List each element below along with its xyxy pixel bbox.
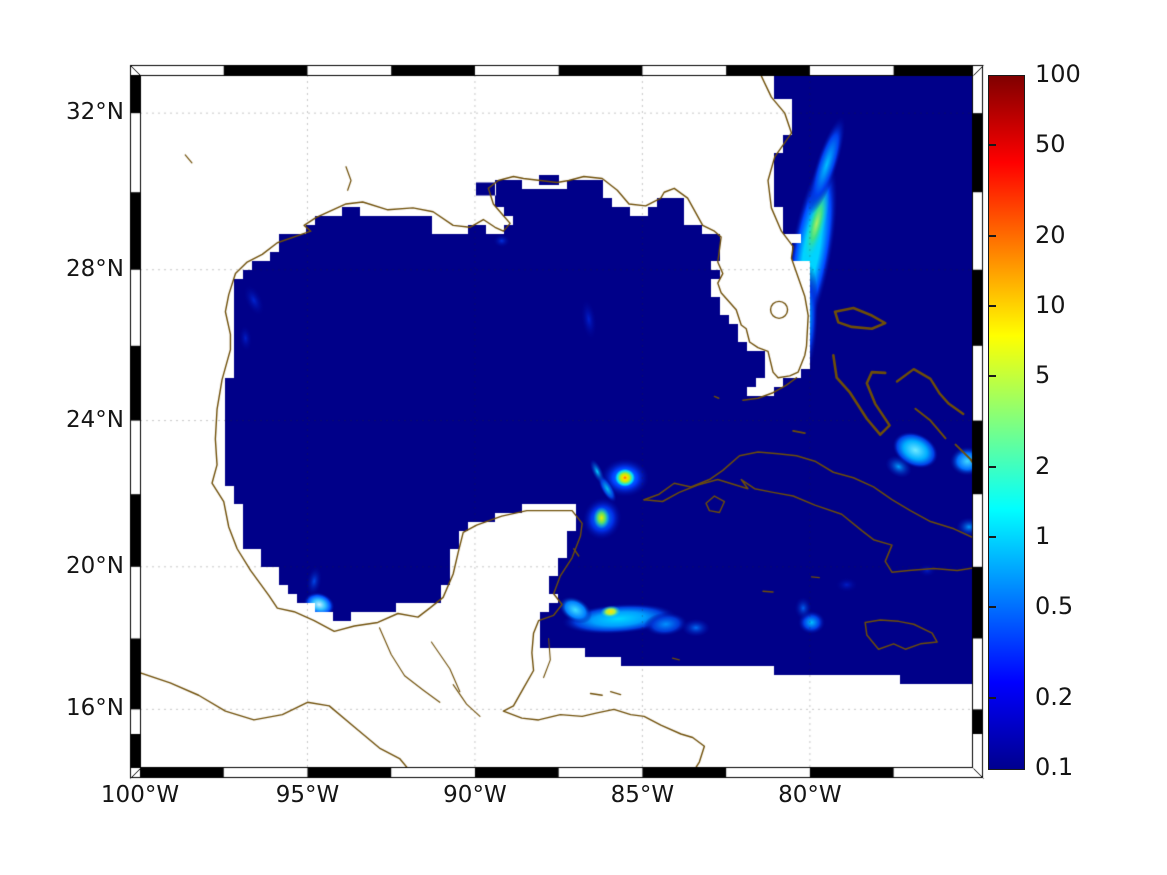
lat-tick-label: 24°N: [66, 406, 124, 433]
colorbar-tick-label: 1: [1035, 522, 1051, 550]
lat-tick-label: 20°N: [66, 552, 124, 579]
colorbar-tick-mark: [989, 536, 996, 538]
lat-tick-label: 28°N: [66, 255, 124, 282]
lon-tick-label: 85°W: [610, 782, 675, 808]
lon-tick-label: 90°W: [443, 782, 507, 808]
colorbar-tick-label: 2: [1035, 452, 1051, 481]
colorbar-tick-label: 0.5: [1035, 591, 1074, 620]
colorbar-tick-mark: [989, 466, 996, 469]
colorbar-tick-label: 0.2: [1035, 683, 1074, 712]
colorbar-tick-mark: [989, 143, 996, 146]
lat-tick-label: 16°N: [66, 695, 124, 722]
colorbar-tick-mark: [989, 605, 996, 608]
colorbar-tick-label: 10: [1035, 291, 1066, 319]
lon-tick-label: 95°W: [275, 782, 340, 808]
colorbar-tick-mark: [989, 305, 996, 307]
lon-tick-label: 80°W: [778, 782, 842, 808]
colorbar-tick-label: 100: [1035, 60, 1081, 88]
lon-tick-label: 100°W: [100, 782, 180, 808]
colorbar-tick-label: 5: [1035, 360, 1051, 389]
colorbar-tick-mark: [989, 374, 996, 377]
colorbar-tick-label: 0.1: [1035, 753, 1074, 781]
colorbar-tick-label: 20: [1035, 221, 1066, 250]
colorbar-tick-label: 50: [1035, 129, 1066, 158]
colorbar-gradient: [988, 75, 1025, 770]
lat-tick-label: 32°N: [66, 99, 124, 126]
colorbar-tick-mark: [989, 697, 996, 700]
colorbar-tick-mark: [989, 235, 996, 238]
